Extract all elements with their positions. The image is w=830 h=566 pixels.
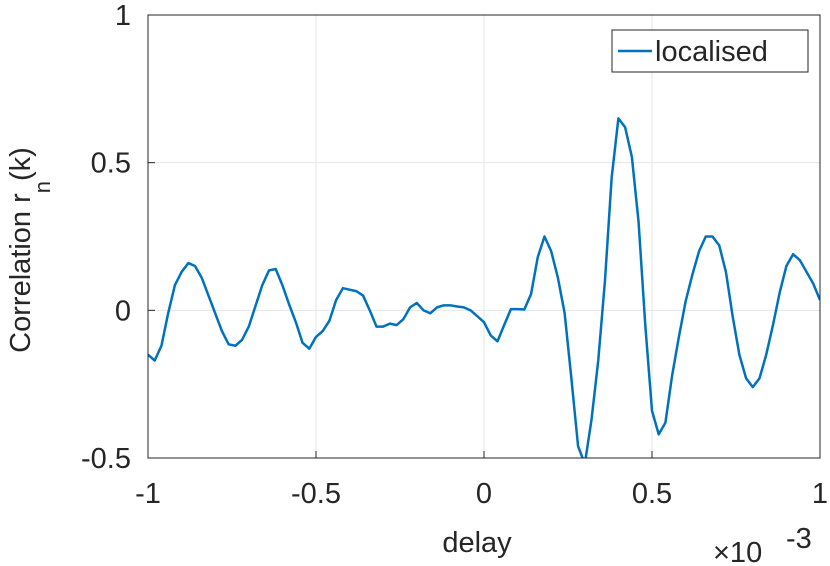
y-tick-label: 1 [115,0,131,32]
y-axis-label: Correlation rn(k) [5,147,55,353]
x-tick-label: 1 [812,478,828,510]
data-line [148,117,820,458]
legend: localised [611,29,809,73]
x-tick-label: -0.5 [291,478,341,510]
y-axis-label-main: Correlation r [5,193,37,353]
grid [147,14,821,459]
x-exponent: -3 [786,523,812,555]
legend-label: localised [655,36,768,68]
x-tick-label: 0 [476,478,492,510]
y-tick-label: -0.5 [81,443,131,475]
x-tick-label: -1 [135,478,161,510]
plot-area [148,117,820,458]
ticks: -1 -0.5 0 0.5 1-0.500.51 [81,0,828,510]
y-tick-label: 0 [115,295,131,327]
y-axis-label-subscript: n [30,181,55,193]
x-tick-label: 0.5 [632,478,672,510]
x-exponent-base: ×10 [713,537,762,566]
x-axis-label: delay [442,527,512,559]
y-tick-label: 0.5 [91,148,131,180]
y-axis-label-suffix: (k) [5,147,37,181]
